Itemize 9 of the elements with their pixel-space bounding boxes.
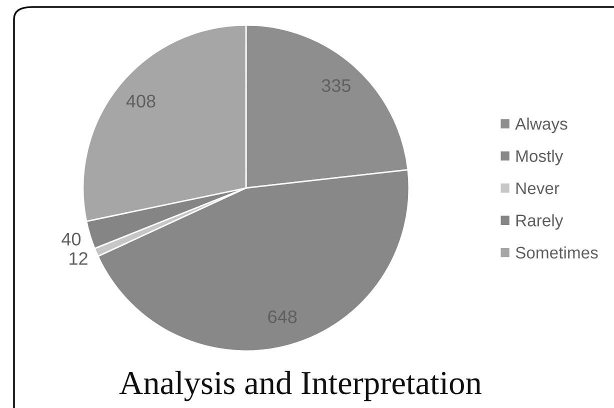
legend-label: Mostly: [516, 150, 564, 166]
legend-label: Rarely: [516, 214, 564, 230]
text: Analysis and Interpretation: [119, 370, 482, 402]
legend-label: Always: [515, 118, 568, 134]
legend-label: Never: [516, 182, 560, 194]
legend-label: Sometimes: [516, 246, 598, 259]
data-label: 408: [126, 94, 156, 108]
data-label: 40: [62, 232, 81, 246]
data-label: 12: [70, 252, 88, 265]
